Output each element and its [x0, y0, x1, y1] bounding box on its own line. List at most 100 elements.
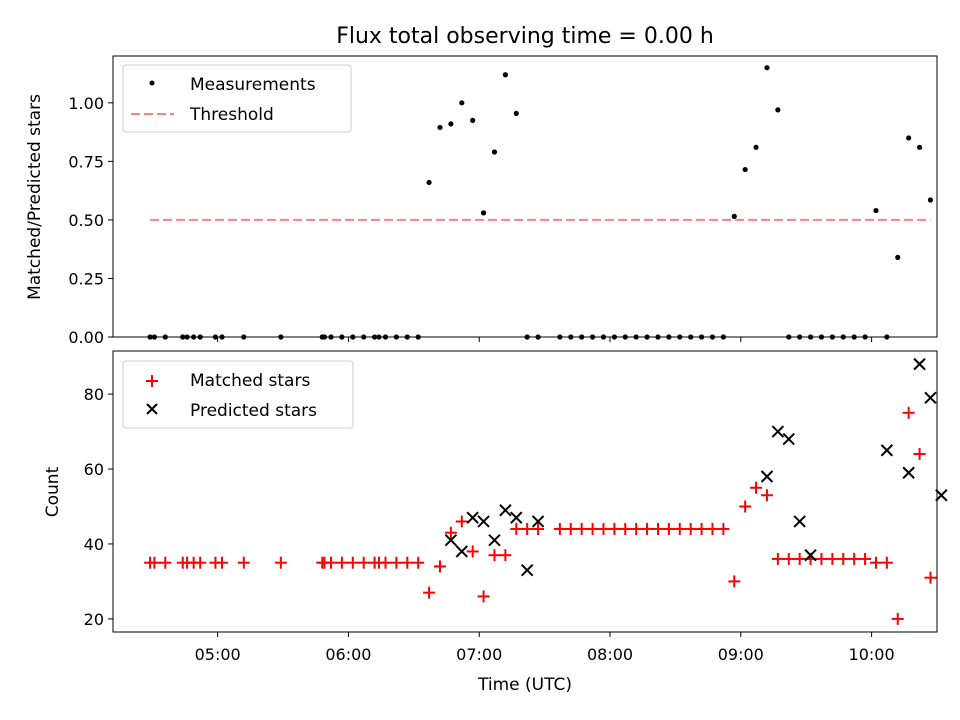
- measurements-point: [491, 149, 498, 155]
- matched-stars-point: [684, 522, 697, 535]
- bottom-series: [144, 357, 948, 625]
- bottom-y-ticks: 20 40 60 80: [84, 385, 113, 629]
- measurements-point: [764, 65, 770, 71]
- matched-stars-point: [477, 590, 490, 603]
- legend-label-matched-stars: Matched stars: [190, 371, 310, 391]
- bottom-legend: Matched stars Predicted stars: [122, 360, 354, 429]
- predicted-stars-point: [455, 545, 468, 558]
- predicted-stars-point: [510, 511, 523, 524]
- measurements-point: [426, 179, 432, 186]
- matched-stars-point: [760, 489, 773, 502]
- matched-stars-point: [750, 481, 763, 494]
- matched-stars-point: [423, 586, 436, 599]
- measurements-point: [742, 166, 748, 173]
- bottom-panel: Count Time (UTC) 20 40 60 80 05:00 06:00 07:0…: [43, 350, 948, 695]
- predicted-stars-point: [771, 425, 785, 438]
- top-y-axis-label: Matched/Predicted stars: [25, 94, 45, 300]
- bottom-x-ticks: 05:00 06:00 07:00 08:00 09:00 10:00: [195, 632, 895, 664]
- y-tick-label: 0.50: [68, 211, 104, 230]
- matched-stars-point: [848, 552, 861, 565]
- legend-marker-measurements: [149, 80, 155, 86]
- measurements-point: [873, 207, 879, 214]
- matched-stars-point: [793, 552, 806, 565]
- top-plot-frame: [112, 55, 938, 338]
- bottom-plot-frame: [112, 350, 938, 633]
- x-tick-label: 07:00: [456, 645, 502, 664]
- matched-stars-point: [902, 406, 915, 419]
- matched-stars-point: [159, 556, 172, 569]
- top-legend: Measurements Threshold: [122, 64, 352, 133]
- matched-stars-point: [553, 522, 566, 535]
- matched-stars-point: [499, 549, 512, 562]
- matched-stars-point: [357, 556, 370, 569]
- matched-stars-point: [575, 522, 588, 535]
- matched-stars-point: [390, 556, 403, 569]
- matched-stars-point: [815, 552, 828, 565]
- measurements-point: [906, 135, 912, 141]
- matched-stars-point: [401, 556, 414, 569]
- predicted-stars-point: [477, 515, 490, 528]
- measurements-point: [895, 254, 901, 260]
- matched-stars-point: [739, 500, 752, 513]
- matched-stars-point: [444, 526, 457, 539]
- matched-stars-point: [913, 448, 926, 461]
- matched-stars-point: [641, 522, 654, 535]
- measurements-point: [775, 107, 781, 113]
- matched-stars-point: [148, 556, 161, 569]
- measurements-point: [437, 124, 443, 131]
- predicted-stars-point: [531, 515, 545, 528]
- top-legend-box: [122, 64, 352, 133]
- y-tick-label: 60: [84, 460, 104, 479]
- matched-stars-point: [651, 522, 664, 535]
- measurements-point: [731, 213, 737, 220]
- matched-stars-point: [891, 612, 904, 625]
- matched-stars-point: [215, 556, 228, 569]
- predicted-stars-point: [444, 533, 458, 547]
- matched-stars-point: [412, 556, 425, 569]
- predicted-stars-point: [793, 515, 806, 528]
- x-tick-label: 05:00: [195, 645, 241, 664]
- matched-stars-point: [379, 556, 392, 569]
- measurements-point: [448, 121, 454, 127]
- matched-stars-point: [194, 556, 207, 569]
- matched-stars-point: [717, 522, 730, 535]
- x-tick-label: 10:00: [849, 645, 895, 664]
- matched-stars-point: [346, 556, 359, 569]
- matched-stars-point: [924, 571, 937, 584]
- predicted-stars-point: [782, 432, 795, 446]
- predicted-stars-point: [804, 548, 817, 562]
- y-tick-label: 40: [84, 535, 104, 554]
- y-tick-label: 0.75: [68, 152, 104, 171]
- matched-stars-point: [521, 522, 534, 535]
- predicted-stars-point: [520, 563, 534, 577]
- matched-stars-point: [859, 552, 872, 565]
- y-tick-label: 1.00: [68, 94, 104, 113]
- measurements-point: [470, 117, 476, 123]
- predicted-stars-point: [913, 357, 926, 371]
- y-tick-label: 0.25: [68, 269, 104, 288]
- matched-stars-point: [510, 522, 523, 535]
- predicted-stars-point: [488, 533, 501, 547]
- matched-stars-point: [771, 552, 784, 565]
- legend-label-predicted-stars: Predicted stars: [190, 401, 317, 421]
- matched-stars-point: [728, 575, 741, 588]
- matched-stars-point: [274, 556, 287, 569]
- chart-title: Flux total observing time = 0.00 h: [336, 24, 714, 49]
- x-tick-label: 06:00: [325, 645, 371, 664]
- predicted-stars-point: [760, 470, 774, 483]
- predicted-stars-point: [935, 489, 948, 502]
- matched-stars-point: [673, 522, 686, 535]
- measurements-point: [753, 144, 759, 150]
- legend-label-measurements: Measurements: [190, 75, 316, 95]
- matched-stars-point: [837, 552, 850, 565]
- predicted-stars-point: [466, 511, 479, 524]
- measurements-point: [502, 72, 508, 78]
- measurements-point: [916, 144, 923, 150]
- top-x-ticks: [217, 337, 873, 342]
- bottom-x-axis-label: Time (UTC): [477, 675, 572, 695]
- matched-stars-point: [695, 522, 708, 535]
- matched-stars-point: [880, 556, 893, 569]
- predicted-stars-point: [924, 391, 937, 405]
- matched-stars-point: [488, 549, 501, 562]
